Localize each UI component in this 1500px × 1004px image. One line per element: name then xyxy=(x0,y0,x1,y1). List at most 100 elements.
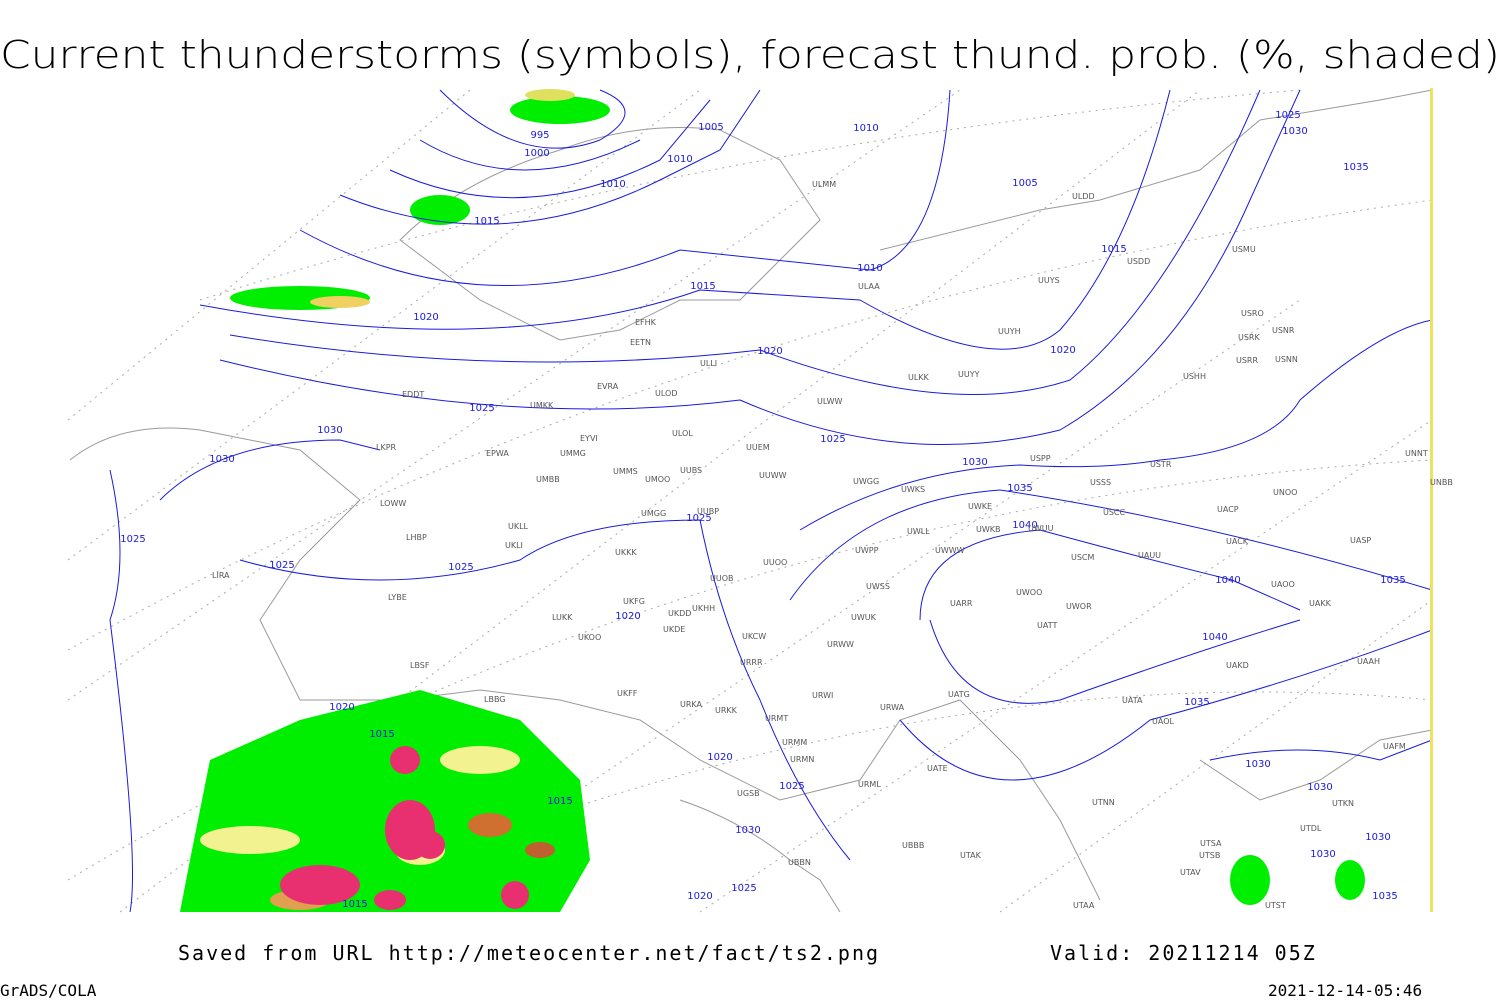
station-label: UKCW xyxy=(742,632,766,641)
station-label: USCC xyxy=(1103,508,1126,517)
isobar-label: 1025 xyxy=(448,562,473,573)
station-label: ULLI xyxy=(700,359,717,368)
station-label: UWUU xyxy=(1028,524,1054,533)
isobar-label: 1025 xyxy=(820,434,845,445)
station-label: USSS xyxy=(1090,478,1111,487)
station-label: UWKE xyxy=(968,502,992,511)
station-label: UTSA xyxy=(1200,839,1222,848)
valid-time: Valid: 20211214 05Z xyxy=(1050,941,1317,965)
isobar-label: 1040 xyxy=(1012,520,1037,531)
isobar-label: 1030 xyxy=(1365,832,1390,843)
station-label: UAOO xyxy=(1271,580,1295,589)
graticule xyxy=(67,89,1433,913)
station-label: ULOD xyxy=(655,389,677,398)
station-label: UWGG xyxy=(853,477,879,486)
isobars xyxy=(109,89,1433,913)
station-label: UAKK xyxy=(1309,599,1332,608)
station-label: UNNT xyxy=(1405,449,1428,458)
station-label: UWKS xyxy=(901,485,925,494)
station-label: USHH xyxy=(1183,372,1206,381)
station-label: EFHK xyxy=(635,318,657,327)
station-label: UWOO xyxy=(1016,588,1042,597)
station-label: UMBB xyxy=(536,475,560,484)
station-label: USNN xyxy=(1275,355,1298,364)
station-label: UACK xyxy=(1226,537,1249,546)
station-label: USCM xyxy=(1071,553,1095,562)
station-label: UMMG xyxy=(560,449,586,458)
title: Current thunderstorms (symbols), forecas… xyxy=(0,33,1500,77)
station-label: UACP xyxy=(1217,505,1239,514)
station-label: UAOL xyxy=(1152,717,1174,726)
station-label: USRK xyxy=(1238,333,1260,342)
isobar-label: 1025 xyxy=(731,883,756,894)
isobar-label: 1040 xyxy=(1215,575,1240,586)
station-label: UKDE xyxy=(663,625,685,634)
isobar-label: 1030 xyxy=(209,454,234,465)
station-label: UUBS xyxy=(680,466,702,475)
isobar-label: 1015 xyxy=(369,729,394,740)
isobar-label: 1025 xyxy=(686,513,711,524)
timestamp: 2021-12-14-05:46 xyxy=(1268,981,1422,1000)
station-label: UWLL xyxy=(907,527,930,536)
station-label: URKK xyxy=(715,706,738,715)
station-label: UWOR xyxy=(1066,602,1092,611)
station-label: UKKK xyxy=(615,548,637,557)
isobar-label: 1035 xyxy=(1184,697,1209,708)
isobar-label: 1020 xyxy=(413,312,438,323)
isobar-label: 1015 xyxy=(1101,244,1126,255)
station-label: ULWW xyxy=(817,397,842,406)
station-label: LYBE xyxy=(388,593,407,602)
isobar-label: 1035 xyxy=(1372,891,1397,902)
station-label: UUYS xyxy=(1038,276,1060,285)
station-label: UAAH xyxy=(1357,657,1380,666)
station-label: LHBP xyxy=(406,533,427,542)
station-label: USMU xyxy=(1232,245,1256,254)
station-label: LUKK xyxy=(552,613,573,622)
station-label: UUEM xyxy=(746,443,770,452)
isobar-label: 995 xyxy=(530,130,549,141)
isobar-label: 1010 xyxy=(667,154,692,165)
station-label: UUWW xyxy=(759,471,787,480)
isobar-label: 1020 xyxy=(615,611,640,622)
station-label: UKLL xyxy=(508,522,529,531)
station-label: URKA xyxy=(680,700,703,709)
isobar-label: 1005 xyxy=(1012,178,1037,189)
station-label: UUBP xyxy=(697,507,719,516)
station-label: LIRA xyxy=(212,571,230,580)
isobar-label: 1035 xyxy=(1007,483,1032,494)
station-label: URWI xyxy=(812,691,833,700)
station-label: UTAK xyxy=(960,851,982,860)
station-label: UMOO xyxy=(645,475,670,484)
station-label: USRO xyxy=(1241,309,1264,318)
station-label: UAUU xyxy=(1138,551,1161,560)
isobar-label: 1025 xyxy=(469,403,494,414)
station-label: UKHH xyxy=(692,604,715,613)
isobar-label: 1020 xyxy=(687,891,712,902)
station-label: ULOL xyxy=(672,429,693,438)
station-label: EPWA xyxy=(486,449,509,458)
station-label: LBSF xyxy=(410,661,430,670)
station-label: UATG xyxy=(948,690,970,699)
station-label: UARR xyxy=(950,599,973,608)
isobar-label: 1020 xyxy=(1050,345,1075,356)
station-label: UTKN xyxy=(1332,799,1354,808)
isobar-label: 1030 xyxy=(1245,759,1270,770)
station-label: EDDT xyxy=(402,390,424,399)
isobar-label: 1005 xyxy=(698,122,723,133)
station-label: ULAA xyxy=(858,282,880,291)
station-label: UASP xyxy=(1350,536,1371,545)
isobar-label: 1025 xyxy=(120,534,145,545)
isobar-label: 1025 xyxy=(779,781,804,792)
isobar-label: 1030 xyxy=(317,425,342,436)
isobar-label: 1010 xyxy=(600,179,625,190)
station-label: UBBN xyxy=(788,858,811,867)
station-label: UUOO xyxy=(763,558,787,567)
station-label: UTSB xyxy=(1199,851,1220,860)
station-label: UWSS xyxy=(866,582,890,591)
isobar-label: 1015 xyxy=(690,281,715,292)
station-label: UMKK xyxy=(530,401,554,410)
isobar-label: 1020 xyxy=(757,346,782,357)
station-label: UATE xyxy=(927,764,948,773)
source-url: Saved from URL http://meteocenter.net/fa… xyxy=(178,941,880,965)
